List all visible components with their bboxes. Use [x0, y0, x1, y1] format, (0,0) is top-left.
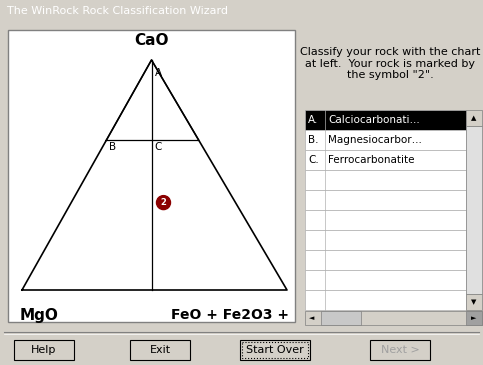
Bar: [305, 130, 466, 150]
Bar: [305, 230, 466, 250]
Bar: [305, 311, 482, 325]
Bar: [321, 311, 361, 325]
Circle shape: [156, 196, 170, 210]
Bar: [305, 110, 466, 130]
Text: B: B: [109, 142, 116, 153]
Text: Classify your rock with the chart
at left.  Your rock is marked by
the symbol "2: Classify your rock with the chart at lef…: [300, 47, 480, 80]
Bar: [130, 340, 190, 360]
Bar: [370, 340, 430, 360]
Text: CaO: CaO: [134, 33, 169, 48]
Text: MgO: MgO: [20, 308, 59, 323]
Bar: [466, 110, 482, 126]
Text: Ferrocarbonatite: Ferrocarbonatite: [328, 155, 414, 165]
Bar: [466, 126, 482, 294]
Text: Start Over: Start Over: [246, 345, 304, 355]
Bar: [466, 311, 482, 325]
Text: FeO + Fe2O3 +: FeO + Fe2O3 +: [171, 308, 289, 322]
Bar: [305, 170, 466, 190]
Bar: [14, 340, 74, 360]
Text: Magnesiocarbor…: Magnesiocarbor…: [328, 135, 422, 145]
Text: Next >: Next >: [381, 345, 419, 355]
Text: ◄: ◄: [309, 315, 315, 321]
Text: Help: Help: [31, 345, 57, 355]
Bar: [305, 210, 466, 230]
Text: A: A: [155, 68, 162, 78]
Bar: [8, 30, 295, 322]
Bar: [466, 294, 482, 310]
Bar: [242, 342, 308, 358]
Bar: [305, 190, 466, 210]
Text: Calciocarbonati…: Calciocarbonati…: [328, 115, 420, 125]
Text: C.: C.: [308, 155, 319, 165]
Text: B.: B.: [308, 135, 318, 145]
Text: A.: A.: [308, 115, 318, 125]
Bar: [305, 290, 466, 310]
Text: ▲: ▲: [471, 115, 477, 121]
Bar: [240, 340, 310, 360]
Text: ►: ►: [471, 315, 477, 321]
Text: C: C: [155, 142, 162, 153]
Text: 2: 2: [160, 198, 167, 207]
Bar: [305, 150, 466, 170]
Text: The WinRock Rock Classification Wizard: The WinRock Rock Classification Wizard: [7, 6, 228, 16]
Bar: [305, 250, 466, 270]
Text: ▼: ▼: [471, 299, 477, 305]
Bar: [305, 270, 466, 290]
Text: Exit: Exit: [149, 345, 170, 355]
